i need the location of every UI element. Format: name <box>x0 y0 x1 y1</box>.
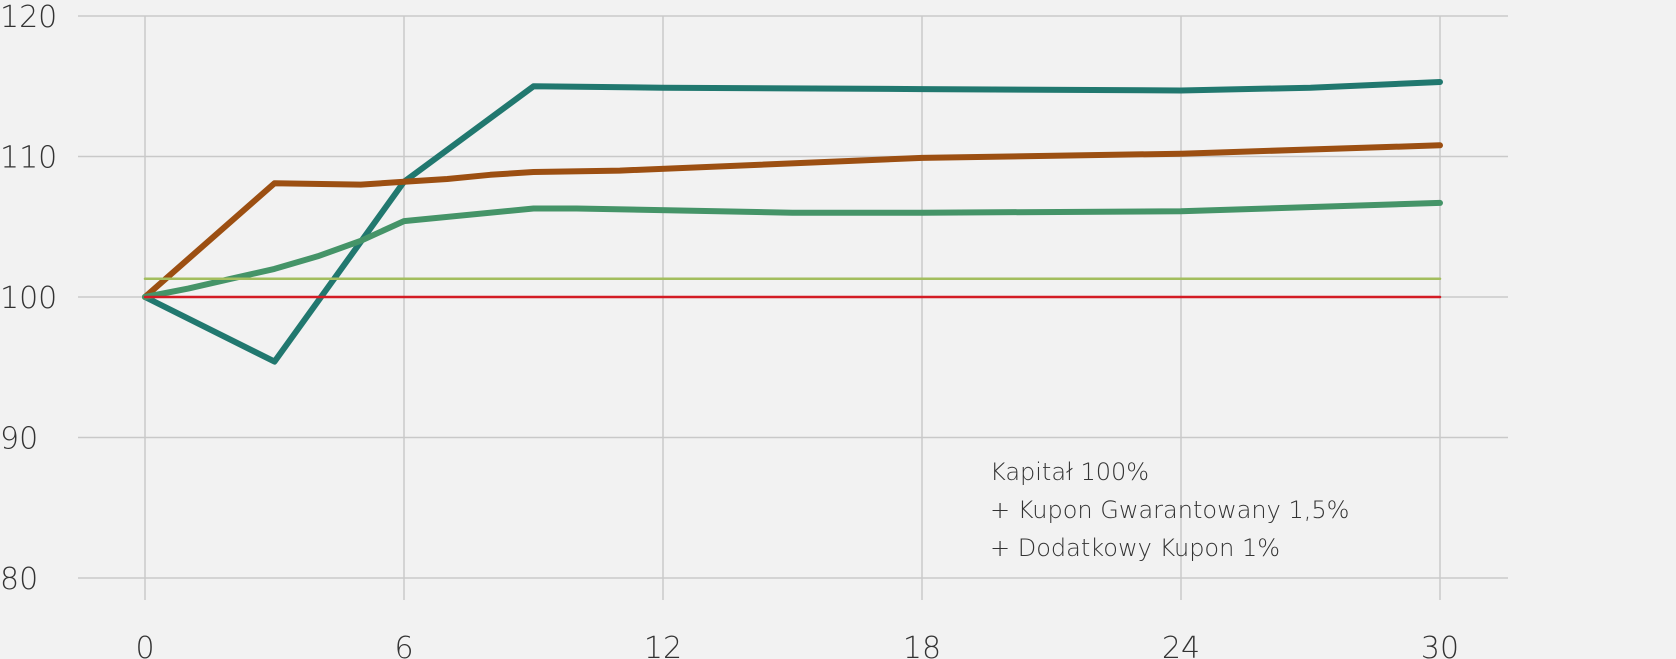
x-tick-label: 6 <box>394 631 413 659</box>
x-tick-label: 18 <box>903 631 941 659</box>
axis-labels: 80 90 100 110 120 0 6 12 18 24 30 <box>0 0 1459 659</box>
series-line <box>142 199 1443 300</box>
y-tick-label: 100 <box>0 281 57 316</box>
series-layer <box>142 79 1443 365</box>
y-tick-label: 90 <box>0 422 38 457</box>
x-tick-label: 0 <box>135 631 154 659</box>
y-tick-label: 110 <box>0 141 57 176</box>
y-tick-label: 120 <box>0 0 57 35</box>
series-line <box>142 79 1443 365</box>
series-line <box>142 142 1443 300</box>
x-tick-label: 12 <box>644 631 682 659</box>
annotation-line: + Kupon Gwarantowany 1,5% <box>990 496 1349 524</box>
chart-annotation: Kapitał 100% + Kupon Gwarantowany 1,5% +… <box>990 458 1357 562</box>
y-tick-label: 80 <box>0 562 38 597</box>
x-tick-label: 24 <box>1162 631 1200 659</box>
x-tick-label: 30 <box>1421 631 1459 659</box>
annotation-line: Kapitał 100% <box>990 458 1149 486</box>
annotation-line: + Dodatkowy Kupon 1% <box>990 534 1280 562</box>
